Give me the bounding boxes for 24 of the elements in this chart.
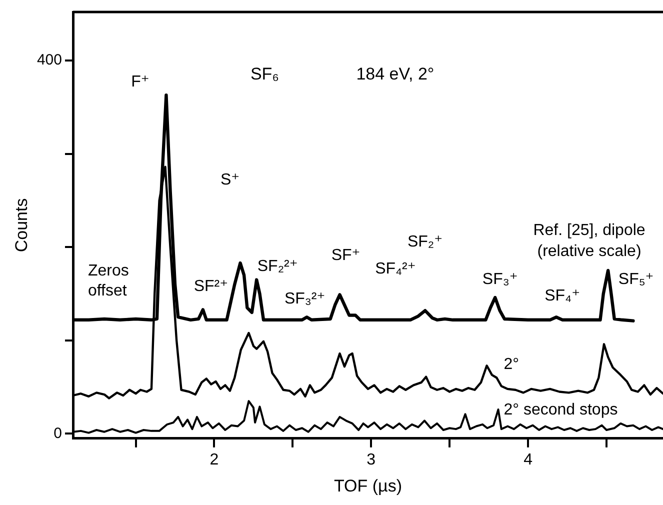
x-tick-label: 2 [210, 451, 219, 468]
y-tick-label: 400 [36, 52, 62, 69]
annotation: SF₃⁺ [482, 270, 518, 288]
annotation: SF₂²⁺ [257, 258, 298, 276]
annotation: SF²⁺ [194, 278, 228, 296]
annotation: SF₅⁺ [618, 270, 654, 288]
annotation: S⁺ [220, 171, 240, 188]
y-tick-label: 0 [54, 424, 62, 442]
annotation: F⁺ [131, 73, 150, 90]
annotation: SF₂⁺ [407, 233, 443, 250]
text: Ref. [25], dipole (relative scale) [533, 222, 646, 260]
annotation: SF⁺ [331, 247, 360, 264]
series-label: 2° second stops [504, 401, 618, 418]
annotation: SF₄²⁺ [375, 260, 416, 278]
series-label: 2° [504, 356, 519, 374]
annotation: SF₄⁺ [544, 288, 580, 305]
text: 184 eV, 2° [356, 64, 434, 84]
x-tick-label: 3 [366, 451, 376, 468]
annotation: SF₃²⁺ [284, 290, 326, 308]
x-axis-title: TOF (µs) [334, 476, 402, 496]
x-tick-label: 4 [524, 451, 533, 468]
y-axis-title: Counts [12, 198, 31, 252]
text: SF₆ [250, 64, 280, 84]
annotation: Zeros offset [88, 262, 129, 300]
